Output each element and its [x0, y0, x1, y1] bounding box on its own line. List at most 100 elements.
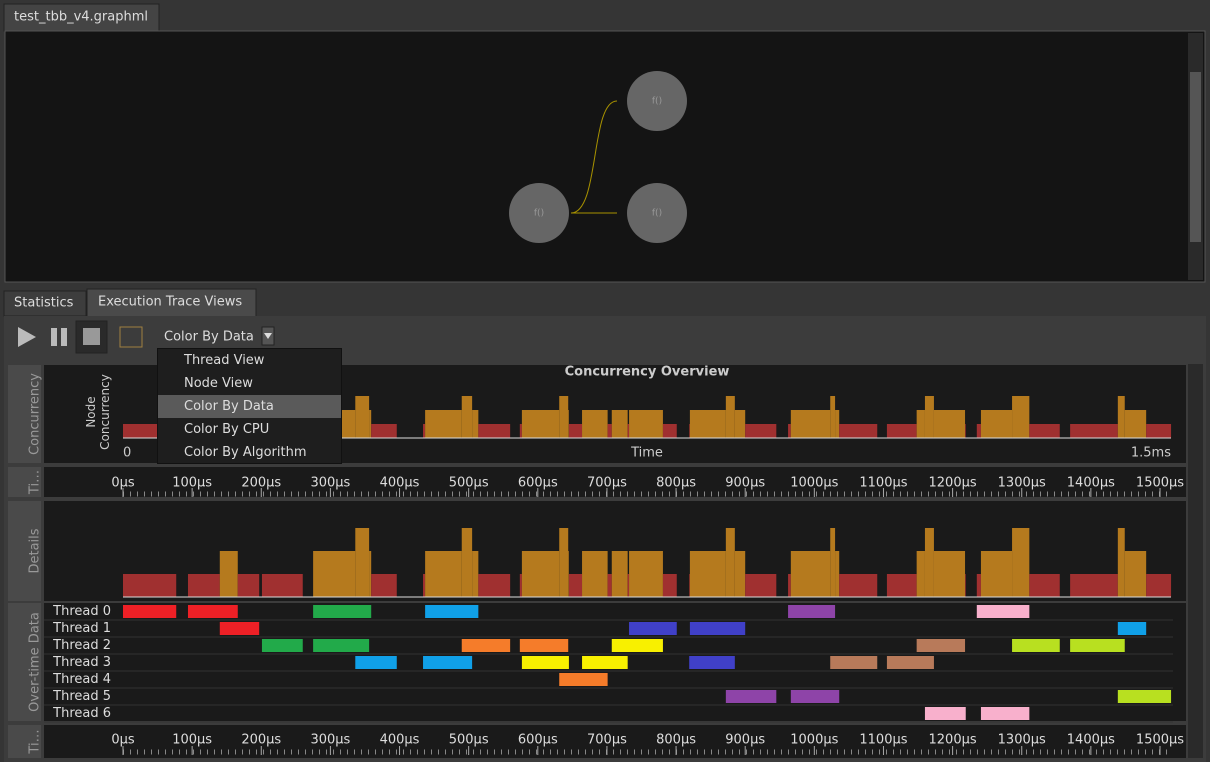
- x-end-label: 1.5ms: [1131, 446, 1171, 461]
- stop-button[interactable]: [75, 320, 108, 354]
- menu-item[interactable]: Thread View: [184, 353, 265, 368]
- thread-bar[interactable]: [689, 622, 746, 635]
- thread-bar[interactable]: [261, 639, 303, 652]
- menu-item[interactable]: Color By CPU: [184, 422, 270, 437]
- scrollbar[interactable]: [1188, 364, 1203, 758]
- x-tick-label: 1200µs: [929, 476, 977, 491]
- concurrency-segment: [1070, 574, 1118, 597]
- thread-label: Thread 5: [52, 689, 111, 704]
- concurrency-segment: [629, 551, 663, 597]
- thread-bar[interactable]: [924, 707, 966, 720]
- tab-label[interactable]: Execution Trace Views: [98, 295, 242, 310]
- menu-item[interactable]: Color By Algorithm: [184, 445, 307, 460]
- thread-bar[interactable]: [830, 656, 878, 669]
- graph-node[interactable]: [627, 183, 687, 243]
- concurrency-segment: [568, 551, 569, 597]
- concurrency-segment: [1146, 424, 1172, 438]
- scroll-thumb[interactable]: [1190, 72, 1201, 242]
- thread-bar[interactable]: [788, 605, 836, 618]
- concurrency-segment: [1117, 396, 1125, 438]
- side-label-box: [8, 725, 41, 758]
- menu-item[interactable]: Node View: [184, 376, 253, 391]
- thread-bar[interactable]: [559, 673, 608, 686]
- graph-node[interactable]: [627, 71, 687, 131]
- node-label: f(): [652, 97, 662, 107]
- x-tick-label: 900µs: [725, 476, 765, 491]
- color-mode-dropdown[interactable]: Color By Data: [164, 330, 254, 345]
- thread-bar[interactable]: [790, 690, 840, 703]
- x-tick-label: 1100µs: [859, 476, 907, 491]
- side-label: Details: [28, 528, 43, 573]
- menu-item[interactable]: Color By Data: [158, 395, 341, 418]
- x-tick-label: 900µs: [725, 733, 765, 748]
- thread-bar[interactable]: [1117, 690, 1172, 703]
- concurrency-segment: [582, 410, 608, 438]
- concurrency-segment: [924, 528, 934, 597]
- thread-bar[interactable]: [689, 656, 735, 669]
- concurrency-segment: [371, 424, 397, 438]
- x-tick-label: 1300µs: [998, 733, 1046, 748]
- concurrency-segment: [582, 551, 608, 597]
- concurrency-segment: [734, 410, 746, 438]
- thread-label: Thread 3: [52, 655, 111, 670]
- x-tick-label: 500µs: [449, 476, 489, 491]
- thread-bar[interactable]: [886, 656, 934, 669]
- play-button[interactable]: [18, 327, 36, 347]
- pause-button[interactable]: [51, 328, 57, 346]
- concurrency-segment: [472, 410, 479, 438]
- concurrency-segment: [924, 396, 934, 438]
- concurrency-segment: [1029, 424, 1060, 438]
- concurrency-segment: [461, 528, 473, 597]
- concurrency-segment: [425, 410, 462, 438]
- thread-bar[interactable]: [1070, 639, 1125, 652]
- thread-bar[interactable]: [976, 605, 1030, 618]
- thread-bar[interactable]: [123, 605, 177, 618]
- concurrency-segment: [123, 574, 177, 597]
- thread-bar[interactable]: [725, 690, 777, 703]
- x-tick-label: 1000µs: [790, 476, 838, 491]
- concurrency-segment: [559, 528, 569, 597]
- thread-bar[interactable]: [313, 639, 370, 652]
- tree-button[interactable]: [119, 326, 143, 348]
- concurrency-segment: [689, 551, 726, 597]
- tab-label[interactable]: Statistics: [14, 296, 74, 311]
- x-tick-label: 0µs: [111, 476, 135, 491]
- thread-bar[interactable]: [423, 656, 473, 669]
- concurrency-segment: [369, 551, 372, 597]
- y-axis-label: Node Concurrency: [84, 374, 112, 450]
- thread-bar[interactable]: [582, 656, 628, 669]
- graph-node[interactable]: [509, 183, 569, 243]
- file-tab-label[interactable]: test_tbb_v4.graphml: [14, 10, 148, 25]
- thread-bar[interactable]: [1117, 622, 1147, 635]
- concurrency-segment: [1117, 528, 1125, 597]
- thread-bar[interactable]: [521, 656, 569, 669]
- side-label: Ti…: [28, 729, 43, 754]
- thread-bar[interactable]: [629, 622, 677, 635]
- concurrency-segment: [745, 574, 777, 597]
- thread-bar[interactable]: [425, 605, 479, 618]
- thread-bar[interactable]: [916, 639, 966, 652]
- concurrency-segment: [976, 574, 981, 597]
- concurrency-segment: [790, 551, 831, 597]
- thread-bar[interactable]: [611, 639, 663, 652]
- thread-bar[interactable]: [219, 622, 260, 635]
- file-tab[interactable]: [3, 3, 160, 32]
- concurrency-segment: [886, 424, 917, 438]
- thread-bar[interactable]: [980, 707, 1030, 720]
- concurrency-segment: [423, 424, 426, 438]
- thread-bar[interactable]: [519, 639, 569, 652]
- thread-label: Thread 1: [52, 621, 111, 636]
- thread-bar[interactable]: [355, 656, 397, 669]
- thread-label: Thread 4: [52, 672, 111, 687]
- thread-bar[interactable]: [313, 605, 372, 618]
- thread-bar[interactable]: [187, 605, 238, 618]
- pause-button[interactable]: [61, 328, 67, 346]
- thread-bar[interactable]: [461, 639, 511, 652]
- concurrency-segment: [355, 528, 370, 597]
- concurrency-segment: [423, 574, 426, 597]
- x-tick-label: 400µs: [380, 733, 420, 748]
- concurrency-segment: [559, 396, 569, 438]
- node-label: f(): [534, 209, 544, 219]
- x-tick-label: 400µs: [380, 476, 420, 491]
- thread-bar[interactable]: [1012, 639, 1060, 652]
